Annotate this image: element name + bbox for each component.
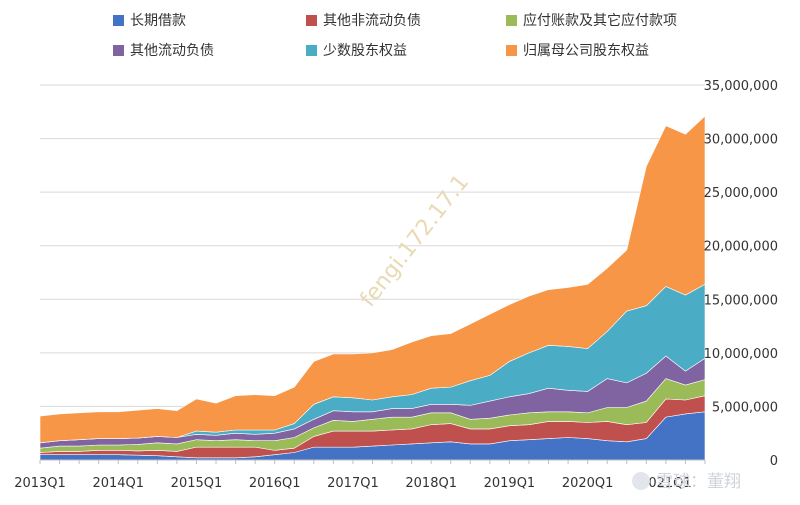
legend-label: 归属母公司股东权益: [523, 43, 649, 59]
brand-mark: 雪球：董翔: [632, 472, 741, 492]
y-tick-label: 30,000,000: [704, 133, 778, 148]
area-series-band: [39, 115, 706, 444]
y-axis: 0 5,000,000 10,000,000 15,000,000 20,000,000…: [704, 79, 778, 469]
legend-item: 其他流动负债: [113, 40, 214, 60]
x-tick-label: 2017Q1: [327, 476, 379, 491]
x-tick-label: 2013Q1: [14, 476, 66, 491]
legend-swatch-icon: [506, 14, 517, 26]
y-tick-label: 0: [770, 454, 778, 469]
y-tick-label: 25,000,000: [704, 186, 778, 201]
x-tick-label: 2021Q1: [640, 476, 692, 491]
legend: 长期借款 其他非流动负债 应付账款及其它应付款项 其他流动负债 少数股东权益 归…: [0, 0, 800, 70]
legend-item: 归属母公司股东权益: [506, 40, 649, 60]
x-tick-label: 2015Q1: [171, 476, 223, 491]
y-tick-label: 35,000,000: [704, 79, 778, 94]
legend-item: 应付账款及其它应付款项: [506, 10, 677, 30]
legend-label: 应付账款及其它应付款项: [523, 13, 677, 29]
y-tick-label: 20,000,000: [704, 240, 778, 255]
x-tick-label: 2014Q1: [92, 476, 144, 491]
legend-swatch-icon: [506, 44, 517, 56]
x-tick-label: 2018Q1: [405, 476, 457, 491]
legend-item: 长期借款: [113, 10, 186, 30]
legend-label: 少数股东权益: [323, 43, 407, 59]
legend-swatch-icon: [113, 44, 124, 56]
legend-label: 其他非流动负债: [323, 13, 421, 29]
gridlines: [40, 84, 705, 407]
x-tick-label: 2019Q1: [484, 476, 536, 491]
x-axis: 2013Q1 2014Q1 2015Q1 2016Q1 2017Q1 2018Q1 2019…: [14, 459, 706, 491]
snowball-logo-icon: [632, 472, 650, 490]
watermark-text: fengi.172.17.1: [356, 170, 474, 312]
y-tick-label: 5,000,000: [712, 400, 778, 415]
legend-item: 少数股东权益: [306, 40, 407, 60]
legend-swatch-icon: [306, 44, 317, 56]
legend-label: 长期借款: [130, 13, 186, 29]
area-series: [39, 115, 706, 461]
y-tick-label: 15,000,000: [704, 293, 778, 308]
x-tick-label: 2020Q1: [562, 476, 614, 491]
x-tick-label: 2016Q1: [249, 476, 301, 491]
y-tick-label: 10,000,000: [704, 347, 778, 362]
legend-label: 其他流动负债: [130, 43, 214, 59]
legend-swatch-icon: [306, 14, 317, 26]
legend-swatch-icon: [113, 14, 124, 26]
brand-text: 雪球：董翔: [656, 472, 741, 492]
legend-item: 其他非流动负债: [306, 10, 421, 30]
